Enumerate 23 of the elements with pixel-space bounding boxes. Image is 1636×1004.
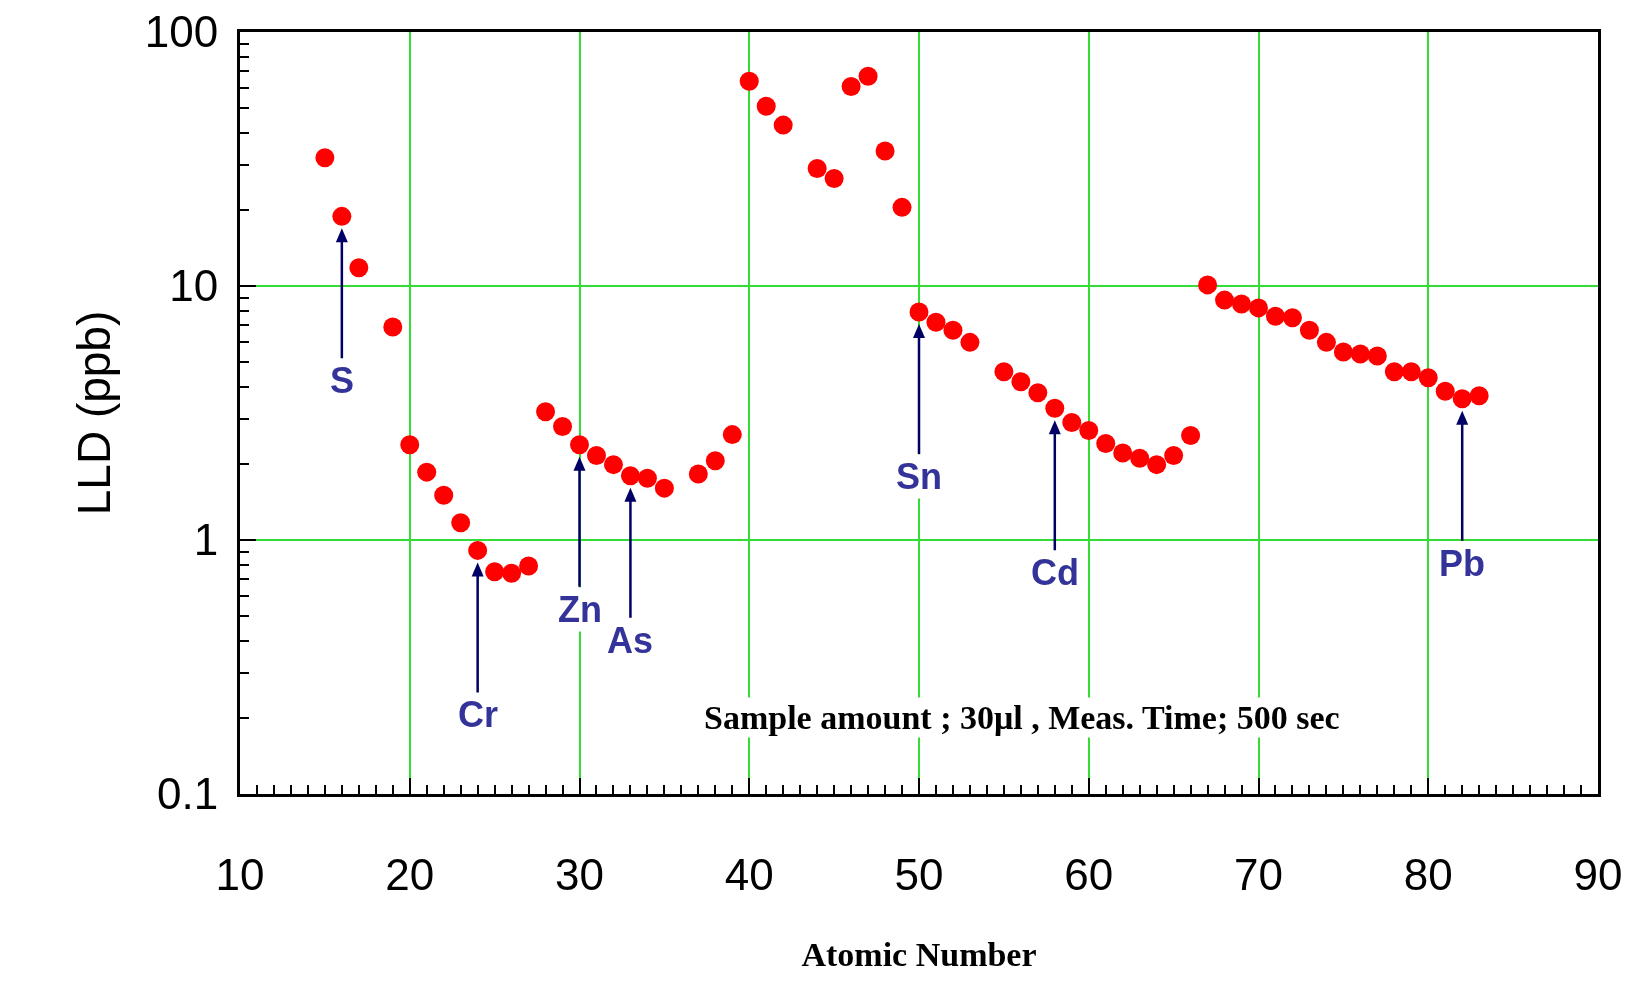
y-axis-title: LLD (ppb) bbox=[68, 310, 121, 516]
x-tick-label: 60 bbox=[1064, 849, 1114, 899]
x-tick-label: 90 bbox=[1573, 849, 1623, 899]
annotation: Cr bbox=[458, 694, 499, 735]
annotation: Cd bbox=[1031, 552, 1079, 593]
x-tick-label: 50 bbox=[894, 849, 944, 899]
y-tick-label: 10 bbox=[169, 261, 219, 311]
x-tick-label: 40 bbox=[724, 849, 774, 899]
x-tick-label: 30 bbox=[555, 849, 604, 899]
x-tick-label: 80 bbox=[1403, 849, 1453, 899]
annotation: S bbox=[330, 360, 355, 401]
annotation: Pb bbox=[1439, 543, 1486, 584]
y-tick-label: 0.1 bbox=[157, 769, 219, 819]
x-tick-label: 20 bbox=[385, 849, 435, 899]
x-tick-label: 70 bbox=[1234, 849, 1283, 899]
x-axis-title: Atomic Number bbox=[801, 936, 1037, 974]
y-tick-label: 1 bbox=[193, 515, 219, 565]
x-tick-label: 10 bbox=[215, 849, 265, 899]
annotation: Sample amount ; 30μl , Meas. Time; 500 sec bbox=[704, 699, 1340, 736]
annotation: Zn bbox=[558, 589, 602, 630]
annotation: Sn bbox=[896, 456, 943, 497]
annotation: As bbox=[607, 620, 654, 661]
y-tick-label: 100 bbox=[144, 7, 219, 57]
